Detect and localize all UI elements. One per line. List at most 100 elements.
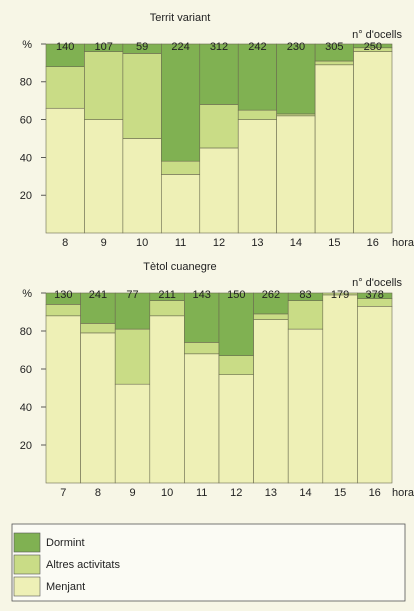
y-tick-label: 40 (20, 152, 32, 164)
count-label: 179 (331, 289, 349, 301)
chart-title: Tètol cuanegre (143, 261, 216, 273)
x-axis-label: hora (392, 487, 414, 499)
bar-segment (184, 353, 220, 484)
bar-segment (276, 43, 316, 115)
x-tick-label: 15 (334, 487, 346, 499)
y-tick-label: 20 (20, 440, 32, 452)
bar-segment (276, 115, 316, 234)
bar-segment (199, 104, 239, 149)
count-label: 150 (227, 289, 245, 301)
count-label: 130 (54, 289, 72, 301)
legend-label: Dormint (46, 537, 85, 549)
bar-segment (357, 292, 393, 299)
count-label: 140 (56, 41, 74, 53)
x-tick-label: 10 (136, 237, 148, 249)
count-label: 224 (171, 41, 189, 53)
bar-segment (122, 53, 162, 139)
x-axis-label: hora (392, 237, 414, 249)
bar-segment (322, 294, 358, 484)
x-tick-label: 10 (161, 487, 173, 499)
count-label: 378 (366, 289, 384, 301)
y-tick-label: 80 (20, 77, 32, 89)
bar-segment (287, 328, 324, 484)
x-tick-label: 13 (265, 487, 277, 499)
count-label: 59 (136, 41, 148, 53)
x-tick-label: 11 (175, 237, 186, 249)
bar-segment (237, 109, 277, 120)
y-tick-label: % (22, 39, 32, 51)
count-label: 262 (262, 289, 280, 301)
bar-segment (357, 305, 393, 484)
bar-segment (80, 323, 116, 334)
x-tick-label: 14 (299, 487, 311, 499)
y-tick-label: 20 (20, 190, 32, 202)
bar-segment (253, 313, 289, 320)
count-label: 250 (364, 41, 382, 53)
bar-segment (314, 60, 354, 66)
counts-label: n° d'ocells (352, 29, 402, 41)
x-tick-label: 16 (367, 237, 379, 249)
y-tick-label: 40 (20, 402, 32, 414)
x-tick-label: 15 (328, 237, 340, 249)
y-tick-label: % (22, 288, 32, 300)
count-label: 242 (248, 41, 266, 53)
x-tick-label: 9 (129, 487, 135, 499)
legend-swatch (13, 532, 41, 553)
chart-title: Territ variant (150, 12, 211, 24)
count-label: 107 (94, 41, 112, 53)
bar-segment (84, 119, 124, 234)
count-label: 312 (210, 41, 228, 53)
bar-segment (199, 147, 239, 234)
bar-segment (114, 292, 151, 330)
bar-segment (114, 383, 151, 484)
bar-segment (149, 315, 185, 484)
legend-box (11, 523, 406, 602)
bar-segment (122, 138, 162, 234)
bar-segment (80, 332, 116, 484)
bar-segment (45, 315, 81, 484)
count-label: 77 (126, 289, 138, 301)
bar-segment (149, 300, 185, 317)
x-tick-label: 12 (213, 237, 225, 249)
x-tick-label: 16 (369, 487, 381, 499)
bar-segment (218, 355, 254, 376)
legend-label: Altres activitats (46, 559, 120, 571)
bar-segment (218, 292, 254, 357)
bar-segment (353, 51, 393, 234)
legend-label: Menjant (46, 581, 85, 593)
bar-segment (114, 328, 151, 385)
bar-segment (84, 51, 124, 120)
y-tick-label: 60 (20, 115, 32, 127)
x-tick-label: 12 (230, 487, 242, 499)
bar-segment (45, 304, 81, 317)
bar-segment (184, 342, 220, 355)
bar-segment (253, 319, 289, 484)
bar-segment (45, 107, 85, 234)
counts-label: n° d'ocells (352, 277, 402, 289)
x-tick-label: 9 (101, 237, 107, 249)
bar-segment (80, 292, 116, 324)
bar-segment (161, 174, 201, 234)
count-label: 143 (193, 289, 211, 301)
x-tick-label: 7 (60, 487, 66, 499)
bar-segment (218, 374, 254, 484)
legend-swatch (13, 554, 41, 575)
count-label: 230 (287, 41, 305, 53)
bar-segment (353, 43, 393, 49)
bar-segment (314, 64, 354, 234)
x-tick-label: 11 (196, 487, 207, 499)
x-tick-label: 14 (290, 237, 302, 249)
x-tick-label: 8 (62, 237, 68, 249)
x-tick-label: 8 (95, 487, 101, 499)
bar-segment (199, 43, 239, 105)
count-label: 83 (299, 289, 311, 301)
bar-segment (237, 43, 277, 111)
legend-swatch (13, 576, 41, 597)
bar-segment (161, 160, 201, 175)
x-tick-label: 13 (251, 237, 263, 249)
bar-segment (287, 300, 324, 330)
y-tick-label: 80 (20, 326, 32, 338)
bar-segment (237, 119, 277, 234)
bar-segment (45, 66, 85, 109)
